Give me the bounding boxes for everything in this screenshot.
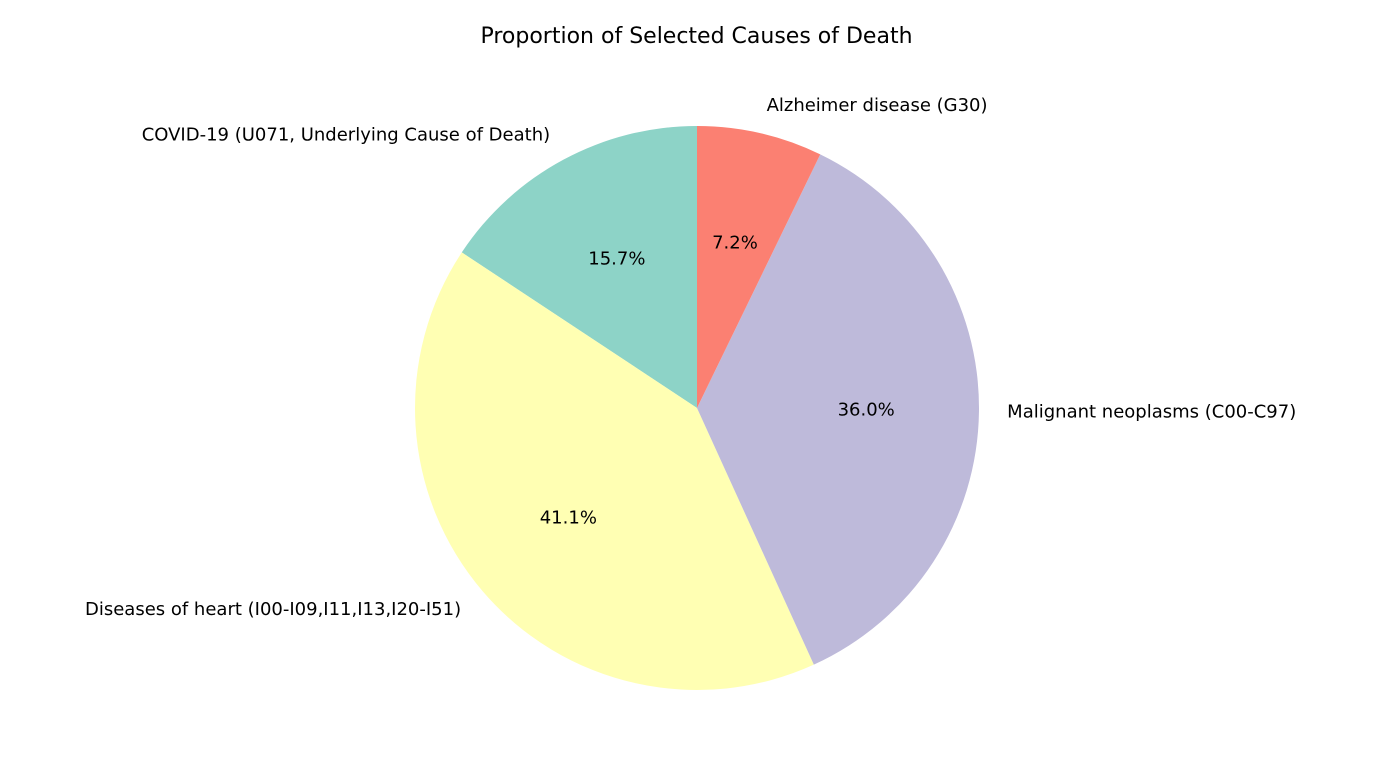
- pie-slice-alzheimer-disease-g30: [697, 126, 821, 408]
- slice-percentage-label: 15.7%: [588, 248, 645, 269]
- slice-percentage-label: 41.1%: [540, 507, 597, 528]
- slice-label: Alzheimer disease (G30): [767, 95, 988, 116]
- slice-label: COVID-19 (U071, Underlying Cause of Deat…: [142, 124, 550, 145]
- chart-title: Proportion of Selected Causes of Death: [480, 24, 912, 49]
- pie-slice-diseases-of-heart-i00-i09-i11-i13-i20-i51: [414, 252, 814, 691]
- slice-percentage-label: 7.2%: [712, 233, 758, 254]
- slice-labels: COVID-19 (U071, Underlying Cause of Deat…: [85, 95, 1296, 620]
- slice-label: Malignant neoplasms (C00-C97): [1007, 401, 1296, 422]
- slice-label: Diseases of heart (I00-I09,I11,I13,I20-I…: [85, 599, 461, 620]
- pie-slice-malignant-neoplasms-c00-c97: [697, 154, 980, 665]
- slice-percentage-label: 36.0%: [838, 400, 895, 421]
- pie-slices: [414, 126, 980, 691]
- pie-slice-covid-19-u071-underlying-cause-of-death: [461, 126, 697, 408]
- percentage-labels: 15.7% 41.1% 36.0% 7.2%: [540, 233, 895, 529]
